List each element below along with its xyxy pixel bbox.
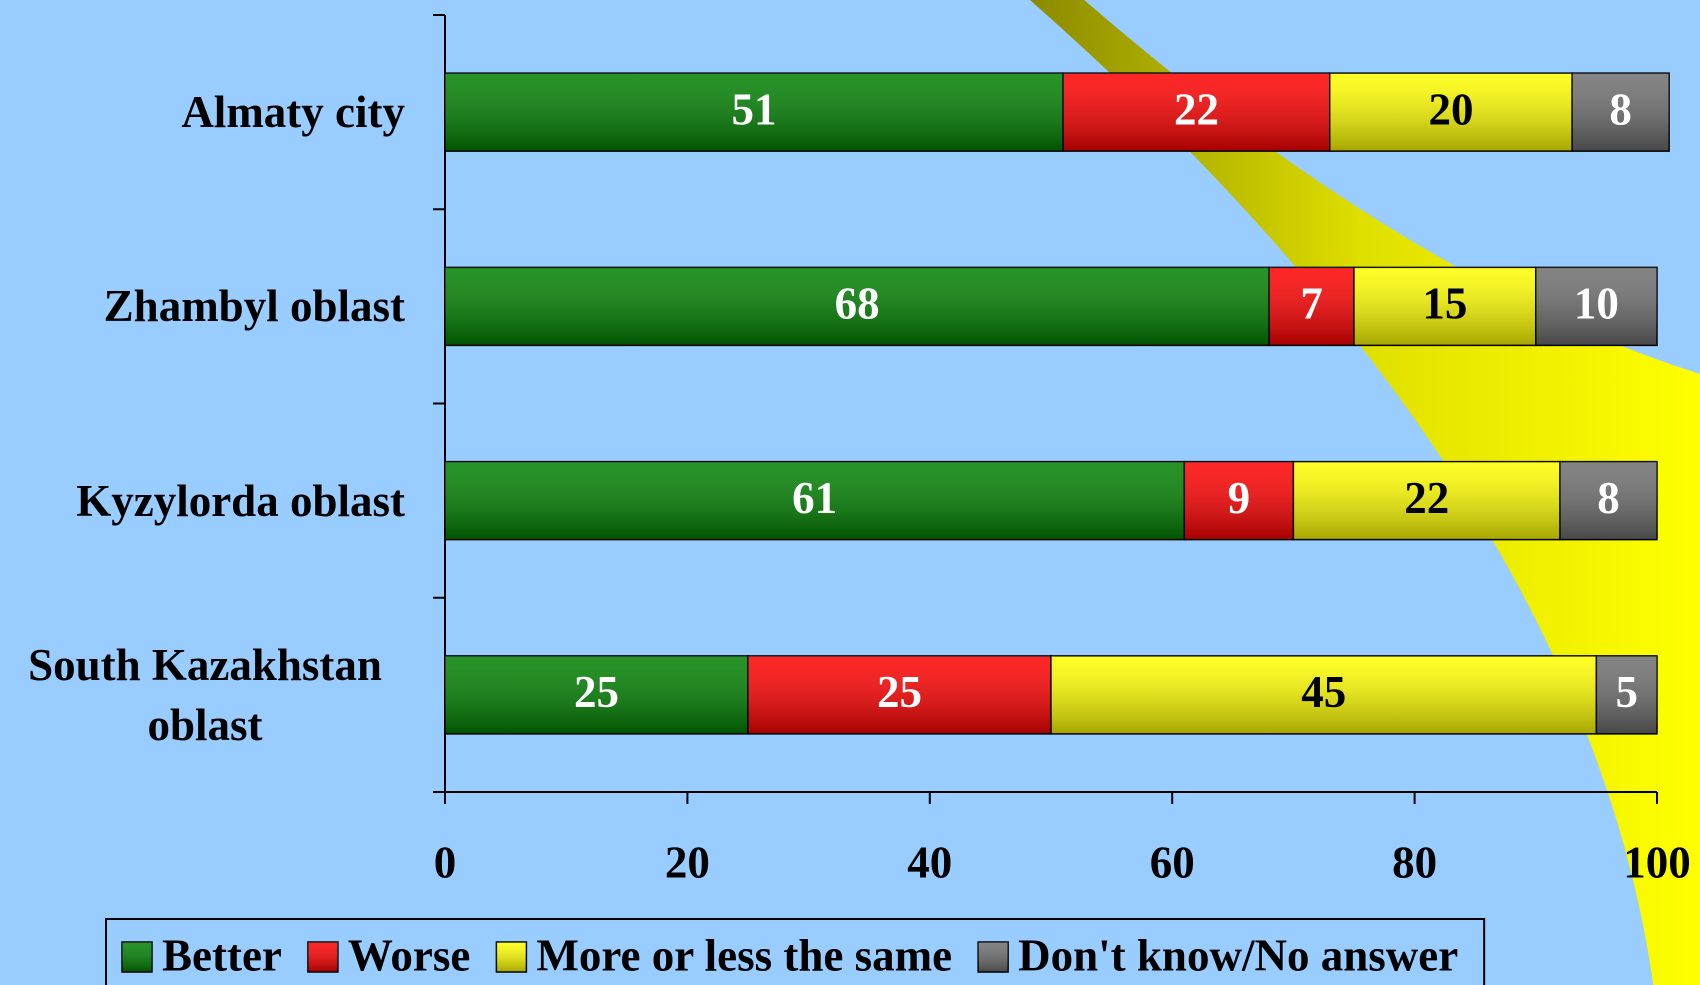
legend-shade	[122, 942, 152, 972]
value-label: 68	[835, 279, 880, 329]
legend-label: More or less the same	[536, 930, 952, 980]
legend-label: Worse	[348, 930, 470, 980]
plot: 0 20 40 60 80 100 51 22 20 8 68 7 15 10 61 9 22 8 25 25 45 5	[433, 14, 1691, 887]
bar-shade	[445, 267, 1270, 346]
value-label: 8	[1597, 473, 1620, 523]
value-label: 25	[574, 667, 619, 717]
value-label: 5	[1615, 667, 1638, 717]
value-label: 10	[1574, 279, 1619, 329]
x-tick-label: 60	[1150, 837, 1195, 887]
legend-shade	[978, 942, 1009, 972]
bar-shade	[1354, 267, 1536, 346]
value-label: 20	[1428, 84, 1473, 134]
bar-shade	[1329, 73, 1573, 152]
bar-shade	[445, 655, 748, 734]
value-label: 61	[792, 473, 837, 523]
bar-shade	[445, 461, 1185, 540]
x-tick-label: 0	[434, 837, 457, 887]
bar-shade	[1535, 267, 1657, 346]
bar-shade	[1063, 73, 1330, 152]
value-label: 51	[732, 84, 777, 134]
bar-shade	[1596, 655, 1657, 734]
legend-label: Better	[162, 930, 282, 980]
x-tick-label: 100	[1623, 837, 1691, 887]
value-label: 8	[1609, 84, 1632, 134]
value-label: 7	[1300, 279, 1323, 329]
x-tick-label: 80	[1392, 837, 1437, 887]
category-label: Zhambyl oblast	[103, 281, 405, 332]
value-label: 45	[1301, 667, 1346, 717]
bar-shade	[1572, 73, 1670, 152]
category-label: South Kazakhstan oblast	[28, 639, 382, 750]
bar-shade	[1051, 655, 1597, 734]
legend-label: Don't know/No answer	[1018, 930, 1458, 980]
category-label: Kyzylorda oblast	[76, 475, 405, 526]
category-label: Almaty city	[181, 87, 405, 138]
legend-shade	[307, 942, 338, 972]
legend-box	[105, 918, 1486, 985]
value-label: 25	[877, 667, 922, 717]
value-label: 22	[1174, 84, 1219, 134]
bar-shade	[1184, 461, 1294, 540]
x-tick-label: 20	[665, 837, 710, 887]
bar-shade	[1293, 461, 1561, 540]
bar-shade	[748, 655, 1051, 734]
value-label: 15	[1422, 279, 1467, 329]
bar-shade	[1269, 267, 1354, 346]
x-tick-label: 40	[907, 837, 952, 887]
legend-shade	[496, 942, 527, 972]
value-label: 9	[1228, 473, 1251, 523]
legend: Better Worse More or less the same Don't kn…	[105, 918, 1486, 985]
bar-shade	[445, 73, 1064, 152]
bar-shade	[1560, 461, 1657, 540]
value-label: 22	[1404, 473, 1449, 523]
